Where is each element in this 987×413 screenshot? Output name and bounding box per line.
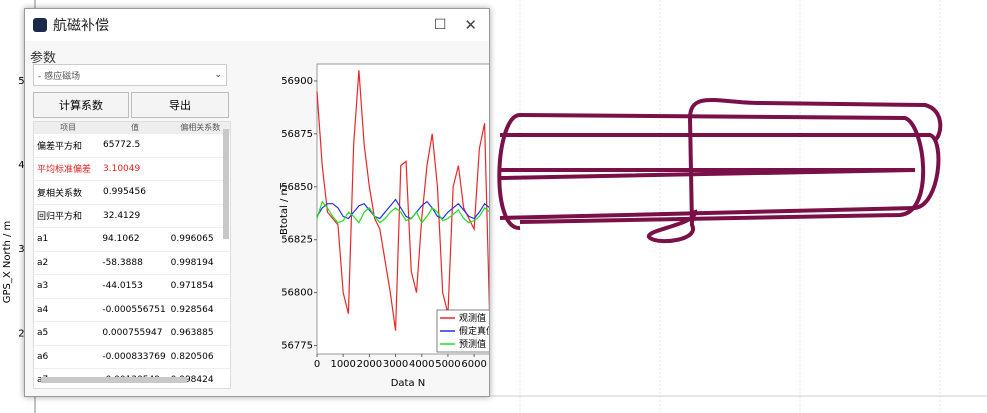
table-row: a3 -44.0153 0.971854 [34, 275, 230, 299]
table-cell: 0.820506 [170, 351, 214, 362]
table-cell: 偏差平方和 [37, 141, 83, 152]
calc-button[interactable]: 计算系数 [33, 92, 129, 118]
legend-label: 假定真值 [459, 325, 489, 337]
table-cell: a1 [37, 234, 49, 245]
table-cell: 回归平方和 [37, 212, 83, 223]
column-header: 项目 [60, 123, 77, 132]
background-ylabel: GPS_X North / m [2, 221, 13, 304]
table-cell: a5 [37, 328, 49, 339]
x-tick-label: 3000 [383, 359, 408, 370]
plot-area [316, 63, 489, 355]
table-cell: a3 [37, 281, 49, 292]
table: 项目 值 偏相关系数偏差平方和 65772.5 平均标准偏差 3.10049 复相关系数 0.… [33, 121, 231, 389]
y-tick-label: 56800 [281, 288, 313, 299]
dropdown[interactable]: - 感应磁场 ⌄ [33, 64, 227, 86]
legend-label: 预测值 [459, 338, 486, 350]
table-cell: 3.10049 [103, 163, 141, 174]
table-cell: 0.928564 [170, 304, 214, 315]
table-row: a5 0.000755947 0.963885 [34, 322, 230, 346]
table-row: 回归平方和 32.4129 [34, 205, 230, 228]
scrollbar[interactable] [223, 129, 229, 239]
table-cell: 0.000755947 [102, 328, 163, 339]
dropdown-text: - 感应磁场 [38, 71, 81, 82]
table-row: a6 -0.000833769 0.820506 [34, 346, 230, 369]
table-cell: 0.996065 [170, 234, 214, 245]
y-tick-label: 56775 [281, 341, 313, 352]
x-tick-label: 0 [314, 359, 320, 370]
export-button[interactable]: 导出 [131, 92, 229, 118]
table-cell: 94.1062 [102, 234, 140, 245]
table-cell: 65772.5 [103, 140, 141, 151]
table-cell: 32.4129 [103, 210, 141, 221]
table-cell: 复相关系数 [37, 188, 83, 199]
x-tick-label: 5000 [435, 359, 460, 370]
table-cell: 0.995456 [103, 187, 146, 198]
table-cell: -58.3888 [102, 257, 143, 268]
y-tick-label: 56900 [281, 76, 313, 87]
table-cell: 平均标准偏差 [37, 165, 92, 176]
dialog: 航磁补偿 ☐ ✕ 参数 - 感应磁场 ⌄ 计算系数 导出 项目 值 偏相关系数偏差平方… [24, 8, 490, 397]
column-header: 值 [130, 123, 139, 132]
y-tick-label: 56875 [281, 129, 313, 140]
table-cell: a2 [37, 257, 49, 268]
table-row: a4 -0.000556751 0.928564 [34, 299, 230, 322]
table-cell: 0.998424 [170, 375, 214, 386]
table-row: a2 -58.3888 0.998194 [34, 252, 230, 275]
app-icon [33, 18, 47, 32]
table-cell: a6 [37, 351, 49, 362]
table-cell: -0.000556751 [102, 304, 166, 315]
x-tick-label: 1000 [330, 359, 355, 370]
title-bar: 航磁补偿 ☐ ✕ [25, 9, 489, 41]
legend-label: 观测值 [459, 312, 486, 324]
x-tick-label: 4000 [409, 359, 434, 370]
plot: 56775 56800 56825 56850 56875 56900 0 1000 2000 3… [279, 63, 489, 389]
x-tick-label: 6000 [461, 359, 486, 370]
y-tick-label: 56825 [281, 235, 313, 246]
dropdown-arrow: ⌄ [214, 70, 222, 80]
trajectory [497, 98, 943, 244]
y-axis-label: Btotal / nT [279, 182, 290, 235]
table-cell: -0.000833769 [102, 351, 166, 362]
chart: 56775 56800 56825 56850 56875 56900 0 1000 2000 3… [279, 63, 489, 389]
series-line [316, 200, 489, 224]
series-line [316, 198, 489, 220]
table-row: 复相关系数 0.995456 [34, 181, 230, 205]
table-cell: 0.998194 [170, 257, 214, 268]
scrollbar[interactable] [41, 377, 187, 383]
table-cell: 0.971854 [170, 281, 214, 292]
close-button[interactable]: ✕ [464, 16, 477, 34]
y-tick-label: 56850 [281, 182, 313, 193]
table-row: 平均标准偏差 3.10049 [34, 158, 230, 181]
section-label: 参数 [30, 51, 57, 66]
column-header: 偏相关系数 [180, 123, 221, 132]
table-row: 偏差平方和 65772.5 [34, 134, 230, 158]
background-grid [519, 0, 941, 413]
x-tick-label: 2000 [357, 359, 382, 370]
maximize-button[interactable]: ☐ [433, 17, 447, 33]
table-cell: a4 [37, 304, 49, 315]
table-cell: 0.963885 [170, 328, 214, 339]
x-axis-label: Data N [391, 378, 426, 389]
table-cell: -44.0153 [102, 281, 143, 292]
dialog-title: 航磁补偿 [53, 18, 109, 34]
table-row: a1 94.1062 0.996065 [34, 228, 230, 252]
table-header: 项目 值 偏相关系数 [34, 122, 230, 134]
